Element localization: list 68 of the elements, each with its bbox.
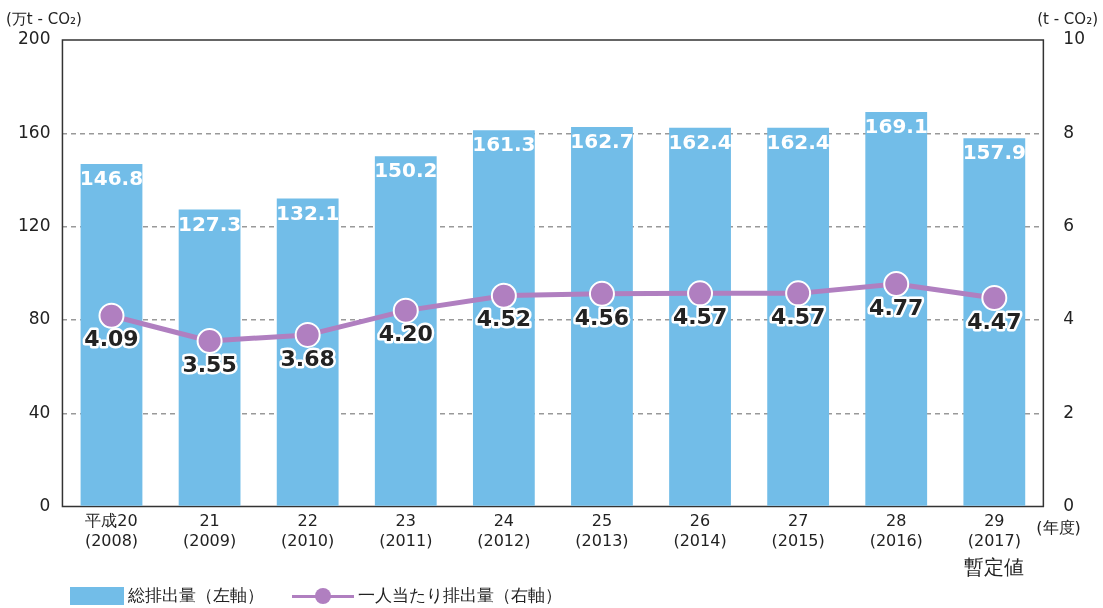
point	[294, 321, 321, 348]
point	[687, 280, 714, 307]
x-tick-label: 平成20 (2008)	[84, 511, 139, 550]
data-label: 4.57	[672, 304, 728, 330]
data-label: 4.52	[476, 306, 531, 332]
bar	[963, 138, 1026, 506]
data-label: 162.4	[766, 129, 830, 154]
bar	[571, 127, 633, 506]
point	[196, 327, 223, 354]
data-label: 4.09	[84, 326, 139, 352]
x-tick-label: 26 (2014)	[673, 511, 727, 550]
data-label: 146.8	[79, 166, 144, 191]
point	[392, 297, 419, 324]
point	[98, 302, 125, 329]
point	[490, 282, 517, 309]
data-label: 4.56	[574, 304, 630, 330]
data-label: 3.55	[182, 351, 237, 377]
data-label: 3.68	[280, 345, 335, 371]
data-label: 162.4	[668, 129, 732, 154]
y-axis-title: (万t - CO₂)	[6, 10, 82, 29]
x-tick-label: 24 (2012)	[477, 511, 531, 550]
y2-tick-label: 8	[1063, 121, 1075, 142]
data-label: 132.1	[276, 200, 340, 225]
data-label: 4.47	[967, 308, 1022, 334]
x-tick-label: 21 (2009)	[182, 511, 237, 550]
y2-axis-title: (t - CO₂)	[1037, 10, 1098, 29]
y-tick-label: 0	[39, 495, 51, 516]
y-tick-label: 200	[17, 28, 51, 49]
x-tick-label: 27 (2015)	[771, 511, 825, 550]
data-label: 169.1	[864, 114, 928, 139]
point	[883, 271, 910, 298]
data-label: 127.3	[177, 211, 242, 236]
data-label: 4.20	[378, 321, 433, 347]
y2-tick-label: 0	[1063, 495, 1075, 516]
bar	[276, 198, 339, 506]
y2-tick-label: 6	[1063, 215, 1075, 236]
y-tick-label: 160	[17, 121, 51, 142]
data-label: 4.57	[771, 304, 826, 330]
legend-label: 総排出量（左軸）	[128, 584, 264, 607]
data-label: 161.3	[472, 132, 536, 157]
point	[785, 280, 812, 307]
point	[981, 285, 1008, 312]
bar	[80, 164, 143, 506]
bar	[767, 127, 830, 506]
data-label: 162.7	[570, 129, 634, 154]
bar	[865, 112, 928, 506]
y-tick-label: 80	[28, 308, 51, 329]
bar	[374, 156, 437, 506]
x-tick-label: 22 (2010)	[281, 511, 335, 550]
x-tick-label: 29 (2017)	[967, 511, 1021, 550]
y-tick-label: 120	[17, 215, 51, 236]
bar	[178, 209, 241, 506]
legend-label: 一人当たり排出量（右軸）	[358, 584, 562, 607]
y2-tick-label: 10	[1063, 28, 1086, 49]
x-tick-label: 28 (2016)	[869, 511, 923, 550]
bar	[472, 130, 535, 506]
y-tick-label: 40	[28, 401, 51, 422]
x-tick-label: 23 (2011)	[379, 511, 433, 550]
text: 暫定値	[964, 554, 1025, 579]
data-label: 157.9	[962, 140, 1026, 165]
y2-tick-label: 4	[1063, 308, 1075, 329]
x-tick-label: 25 (2013)	[575, 511, 629, 550]
x-axis-title: (年度)	[1036, 517, 1081, 537]
y2-tick-label: 2	[1063, 401, 1075, 422]
bar	[669, 127, 731, 506]
data-label: 4.77	[869, 294, 924, 320]
data-label: 150.2	[374, 158, 438, 183]
point	[588, 280, 615, 307]
